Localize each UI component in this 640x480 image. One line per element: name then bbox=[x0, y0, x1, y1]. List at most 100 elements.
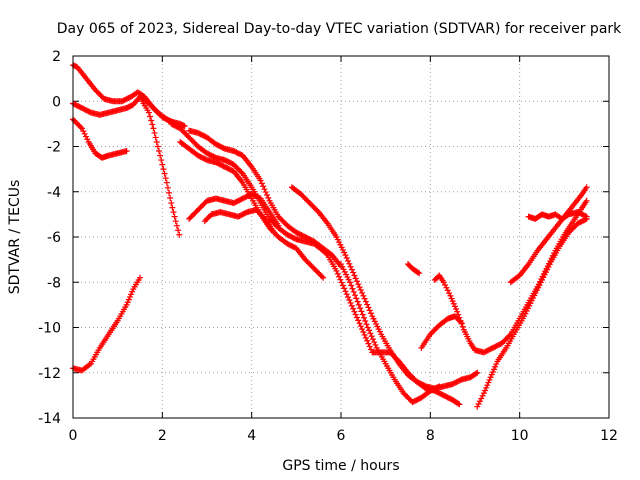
data-point bbox=[78, 125, 85, 132]
data-point bbox=[129, 288, 136, 295]
data-point bbox=[489, 368, 496, 375]
data-point bbox=[448, 295, 455, 302]
x-tick-label: 2 bbox=[158, 428, 167, 444]
data-point bbox=[356, 284, 363, 291]
data-point bbox=[341, 285, 348, 292]
data-point bbox=[152, 134, 159, 141]
data-point bbox=[474, 403, 481, 410]
data-point bbox=[359, 311, 366, 318]
data-point bbox=[353, 314, 360, 321]
data-point bbox=[204, 215, 211, 222]
x-tick-label: 8 bbox=[426, 428, 435, 444]
data-point bbox=[479, 392, 486, 399]
chart-title: Day 065 of 2023, Sidereal Day-to-day VTE… bbox=[57, 21, 622, 37]
data-point bbox=[86, 361, 93, 368]
data-point bbox=[153, 138, 160, 145]
data-point bbox=[238, 169, 245, 176]
data-point bbox=[271, 229, 277, 236]
data-point bbox=[347, 263, 354, 270]
data-point bbox=[483, 384, 490, 391]
data-point bbox=[170, 209, 177, 216]
data-point bbox=[261, 186, 268, 193]
data-point bbox=[205, 214, 212, 221]
y-tick-label: -6 bbox=[47, 230, 61, 246]
data-point bbox=[333, 267, 340, 274]
data-point bbox=[488, 371, 495, 378]
data-point bbox=[444, 287, 451, 294]
data-point bbox=[449, 298, 456, 305]
data-point bbox=[478, 395, 485, 402]
data-point bbox=[81, 130, 88, 137]
y-tick-label: -2 bbox=[47, 140, 61, 156]
data-point bbox=[457, 317, 464, 324]
data-point bbox=[257, 177, 264, 184]
data-point bbox=[342, 252, 349, 259]
series-track-9 bbox=[186, 191, 282, 229]
data-point bbox=[348, 302, 355, 309]
data-point bbox=[357, 287, 364, 294]
data-point bbox=[372, 341, 379, 348]
data-point bbox=[203, 216, 210, 223]
data-point bbox=[348, 282, 355, 289]
data-point bbox=[126, 293, 133, 300]
data-point bbox=[169, 204, 176, 211]
series-track-18 bbox=[507, 184, 590, 286]
series-track-3 bbox=[70, 116, 130, 161]
data-point bbox=[353, 278, 360, 285]
series-track-17 bbox=[474, 215, 590, 410]
data-point bbox=[434, 383, 441, 390]
data-point bbox=[176, 231, 183, 238]
data-point bbox=[350, 305, 357, 312]
data-point bbox=[362, 334, 369, 341]
data-point bbox=[262, 189, 269, 196]
data-point bbox=[336, 273, 343, 280]
data-point bbox=[84, 136, 91, 143]
series-track-14 bbox=[405, 261, 423, 277]
data-point bbox=[348, 266, 355, 273]
data-point bbox=[339, 282, 346, 289]
data-point bbox=[492, 363, 499, 370]
y-tick-label: 0 bbox=[52, 94, 61, 110]
data-point bbox=[275, 222, 282, 229]
data-point bbox=[355, 281, 362, 288]
data-point bbox=[158, 157, 165, 164]
data-point bbox=[346, 279, 353, 286]
data-point bbox=[360, 292, 367, 299]
data-point bbox=[123, 301, 130, 308]
data-point bbox=[364, 324, 371, 331]
x-tick-label: 6 bbox=[337, 428, 346, 444]
series-track-19 bbox=[525, 209, 590, 222]
data-point bbox=[582, 212, 589, 219]
data-point bbox=[357, 305, 364, 312]
data-point bbox=[442, 281, 449, 288]
series-track-16 bbox=[431, 197, 590, 356]
data-point bbox=[347, 299, 354, 306]
data-point bbox=[365, 304, 372, 311]
y-axis-label: SDTVAR / TECUs bbox=[7, 180, 23, 295]
data-point bbox=[137, 274, 143, 281]
data-point bbox=[366, 343, 373, 350]
data-point bbox=[82, 133, 89, 140]
data-point bbox=[415, 269, 422, 276]
data-point bbox=[159, 161, 166, 168]
data-point bbox=[369, 336, 376, 343]
data-point bbox=[124, 299, 131, 306]
data-point bbox=[346, 260, 353, 267]
data-point bbox=[354, 298, 361, 305]
series-track-12 bbox=[338, 261, 443, 406]
data-point bbox=[349, 285, 356, 292]
series-track-1 bbox=[70, 62, 188, 130]
data-point bbox=[366, 307, 373, 314]
data-point bbox=[363, 321, 370, 328]
data-point bbox=[260, 214, 267, 221]
data-point bbox=[167, 194, 174, 201]
data-point bbox=[486, 376, 493, 383]
data-point bbox=[168, 200, 175, 207]
data-point bbox=[473, 370, 480, 377]
data-point bbox=[493, 361, 500, 368]
data-point bbox=[171, 213, 178, 220]
x-tick-label: 10 bbox=[511, 428, 529, 444]
data-point bbox=[350, 288, 357, 295]
series-track-4 bbox=[139, 98, 183, 238]
x-tick-label: 4 bbox=[247, 428, 256, 444]
